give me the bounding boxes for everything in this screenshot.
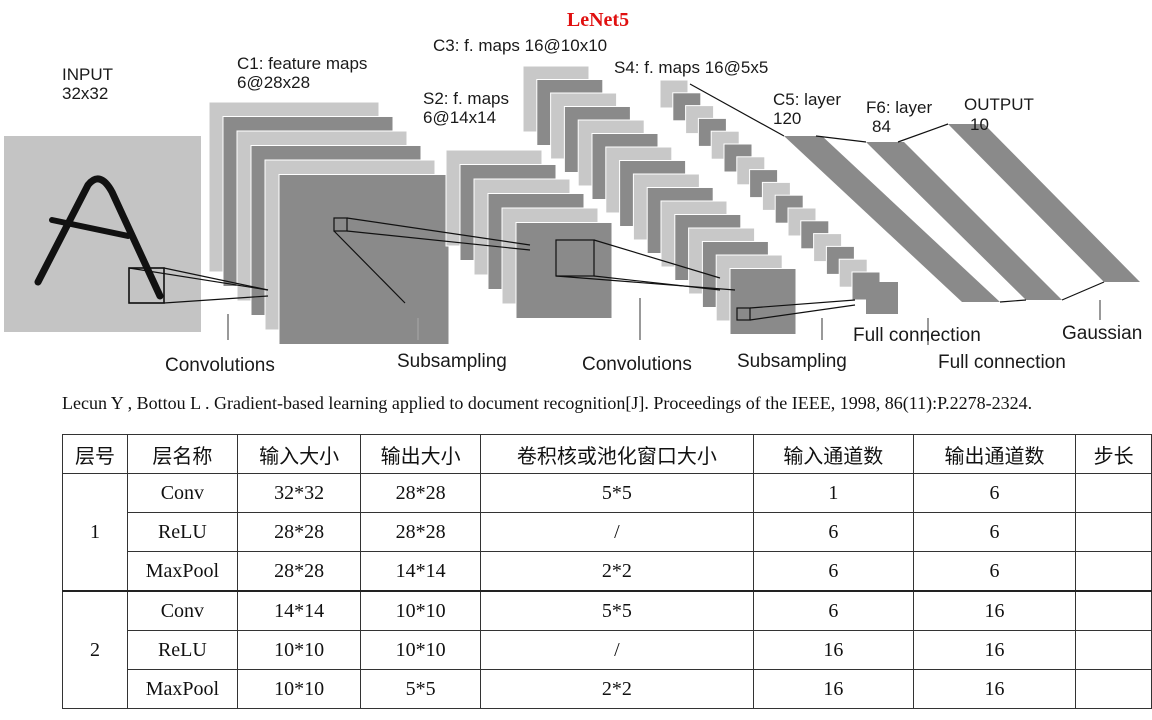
c1-feature-map-stack bbox=[208, 101, 450, 345]
table-cell: 1 bbox=[752, 473, 914, 513]
table-cell bbox=[1075, 551, 1152, 592]
header-output-size: 输出大小 bbox=[360, 434, 481, 474]
table-row: ReLU 28*28 28*28 / 6 6 bbox=[63, 512, 1152, 552]
table-cell: 32*32 bbox=[236, 473, 362, 513]
table-cell: 16 bbox=[752, 669, 914, 709]
op-subsampling-2: Subsampling bbox=[737, 351, 847, 372]
table-cell: 14*14 bbox=[360, 551, 481, 592]
op-convolutions-1: Convolutions bbox=[165, 355, 275, 376]
c5-size: 120 bbox=[773, 109, 801, 128]
layer-table: 层号 层名称 输入大小 输出大小 卷积核或池化窗口大小 输入通道数 输出通道数 … bbox=[61, 434, 1152, 709]
table-cell: 6 bbox=[912, 551, 1077, 592]
table-cell: 6 bbox=[752, 590, 914, 631]
receptive-field-lines bbox=[128, 217, 856, 321]
table-cell: 16 bbox=[912, 590, 1077, 631]
f6-label: F6: layer bbox=[866, 98, 932, 117]
table-cell bbox=[1075, 669, 1152, 709]
header-kernel-size: 卷积核或池化窗口大小 bbox=[479, 434, 754, 474]
table-cell: 16 bbox=[752, 630, 914, 670]
s2-feature-map bbox=[515, 222, 613, 319]
table-cell: 5*5 bbox=[479, 590, 754, 631]
header-input-size: 输入大小 bbox=[236, 434, 362, 474]
table-row: ReLU 10*10 10*10 / 16 16 bbox=[63, 630, 1152, 670]
table-cell: / bbox=[479, 512, 754, 552]
table-cell: 10*10 bbox=[236, 630, 362, 670]
table-row: MaxPool 28*28 14*14 2*2 6 6 bbox=[63, 551, 1152, 592]
header-layer-no: 层号 bbox=[61, 434, 129, 474]
s2-label: S2: f. maps bbox=[423, 89, 509, 108]
table-cell: MaxPool bbox=[127, 669, 238, 709]
table-header-row: 层号 层名称 输入大小 输出大小 卷积核或池化窗口大小 输入通道数 输出通道数 … bbox=[61, 434, 1152, 474]
output-label: OUTPUT bbox=[964, 95, 1034, 114]
header-stride: 步长 bbox=[1075, 434, 1152, 474]
citation: Lecun Y , Bottou L . Gradient-based lear… bbox=[62, 393, 1033, 413]
c1-label: C1: feature maps bbox=[237, 54, 367, 73]
full-connection-bands bbox=[689, 83, 1140, 314]
s2-feature-map-stack bbox=[445, 149, 613, 319]
table-cell: ReLU bbox=[127, 512, 238, 552]
s4-label: S4: f. maps 16@5x5 bbox=[614, 58, 768, 77]
header-input-channels: 输入通道数 bbox=[752, 434, 914, 474]
f6-size: 84 bbox=[872, 117, 891, 136]
c3-label: C3: f. maps 16@10x10 bbox=[433, 36, 607, 55]
c1-size: 6@28x28 bbox=[237, 73, 310, 92]
table-cell: 16 bbox=[912, 669, 1077, 709]
c3-feature-map bbox=[729, 268, 797, 335]
table-cell: 10*10 bbox=[360, 630, 481, 670]
output-size: 10 bbox=[970, 115, 989, 134]
c5-label: C5: layer bbox=[773, 90, 841, 109]
header-layer-name: 层名称 bbox=[127, 434, 238, 474]
table-cell: 28*28 bbox=[236, 512, 362, 552]
operation-ticks bbox=[227, 298, 1101, 345]
op-gaussian: Gaussian bbox=[1062, 323, 1142, 344]
table-cell: 6 bbox=[752, 512, 914, 552]
table-cell bbox=[1075, 590, 1152, 631]
lenet5-diagram: LeNet5 bbox=[4, 9, 1142, 376]
table-cell: 28*28 bbox=[360, 512, 481, 552]
table-cell: / bbox=[479, 630, 754, 670]
layer-number-cell: 2 bbox=[61, 590, 129, 709]
table-cell: 14*14 bbox=[236, 590, 362, 631]
table-cell bbox=[1075, 630, 1152, 670]
table-row: 1 Conv 32*32 28*28 5*5 1 6 bbox=[61, 473, 1152, 592]
table-cell: 10*10 bbox=[236, 669, 362, 709]
input-label: INPUT bbox=[62, 65, 113, 84]
op-full-connection-1: Full connection bbox=[853, 325, 981, 346]
table-row: 2 Conv 14*14 10*10 5*5 6 16 bbox=[61, 590, 1152, 709]
table-cell: MaxPool bbox=[127, 551, 238, 592]
table-cell: 2*2 bbox=[479, 551, 754, 592]
table-row: MaxPool 10*10 5*5 2*2 16 16 bbox=[63, 669, 1152, 709]
diagram-title: LeNet5 bbox=[567, 9, 629, 31]
table-cell: 2*2 bbox=[479, 669, 754, 709]
table-cell bbox=[1075, 473, 1152, 513]
table-cell: 28*28 bbox=[360, 473, 481, 513]
table-cell: 6 bbox=[752, 551, 914, 592]
table-cell: 6 bbox=[912, 473, 1077, 513]
s4-feature-map-stack bbox=[659, 79, 881, 301]
s2-size: 6@14x14 bbox=[423, 108, 496, 127]
op-convolutions-2: Convolutions bbox=[582, 354, 692, 375]
header-output-channels: 输出通道数 bbox=[912, 434, 1077, 474]
c1-feature-map bbox=[278, 174, 450, 345]
input-size: 32x32 bbox=[62, 84, 108, 103]
table-cell: 6 bbox=[912, 512, 1077, 552]
op-subsampling-1: Subsampling bbox=[397, 351, 507, 372]
table-cell bbox=[1075, 512, 1152, 552]
table-cell: 10*10 bbox=[360, 590, 481, 631]
c3-feature-map-stack bbox=[522, 65, 797, 335]
table-cell: 16 bbox=[912, 630, 1077, 670]
table-cell: ReLU bbox=[127, 630, 238, 670]
table-cell: 28*28 bbox=[236, 551, 362, 592]
table-cell: Conv bbox=[127, 590, 238, 631]
op-full-connection-2: Full connection bbox=[938, 352, 1066, 373]
table-cell: 5*5 bbox=[360, 669, 481, 709]
table-cell: Conv bbox=[127, 473, 238, 513]
table-cell: 5*5 bbox=[479, 473, 754, 513]
layer-number-cell: 1 bbox=[61, 473, 129, 592]
